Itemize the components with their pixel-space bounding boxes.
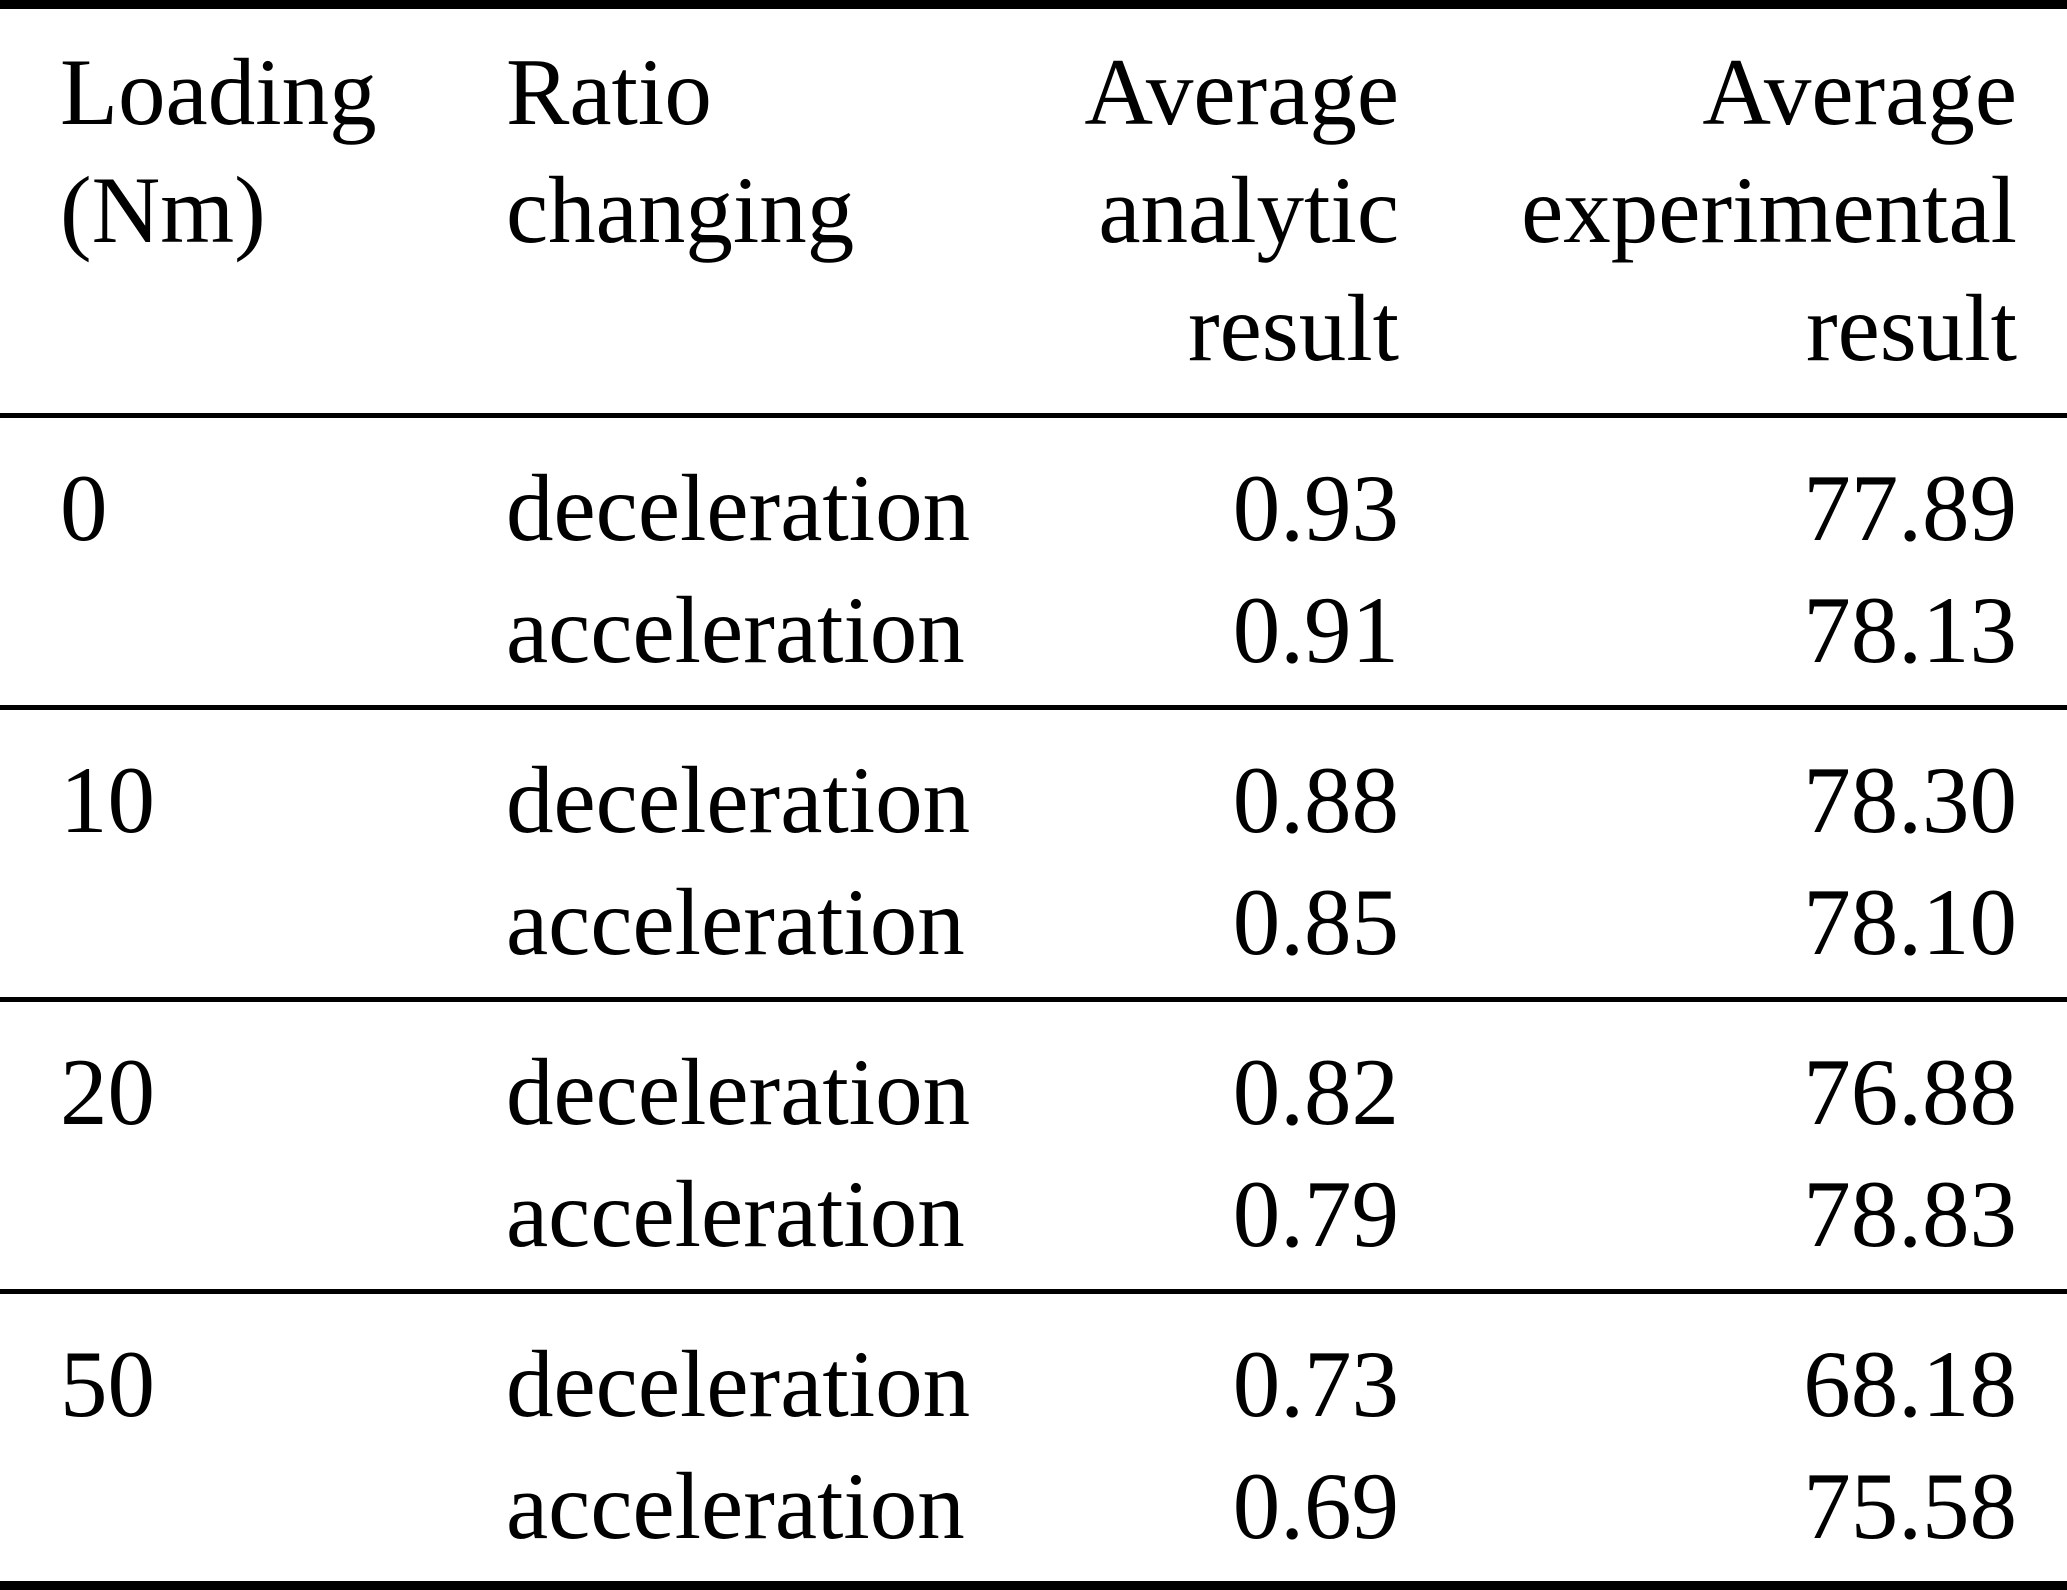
analytic-result-cell: 0.69 (1232, 1453, 1399, 1559)
loading-cell-empty (0, 1445, 505, 1586)
analytic-result-cell: 0.88 (1232, 747, 1399, 853)
table-row: acceleration 0.91 78.13 (0, 569, 2067, 708)
table-row: acceleration 0.85 78.10 (0, 861, 2067, 1000)
experimental-result-cell: 75.58 (1803, 1453, 2017, 1559)
analytic-result-cell: 0.82 (1232, 1039, 1399, 1145)
experimental-result-cell: 78.10 (1803, 869, 2017, 975)
ratio-cell: acceleration (506, 1161, 965, 1267)
column-header-average-experimental-result: Average experimental result (1521, 39, 2017, 381)
column-header-average-analytic-result: Average analytic result (1084, 39, 1399, 381)
table-row: acceleration 0.69 75.58 (0, 1445, 2067, 1586)
table-header: Loading (Nm) Ratio changing Average anal… (0, 5, 2067, 416)
analytic-result-cell: 0.85 (1232, 869, 1399, 975)
ratio-cell: acceleration (506, 1453, 965, 1559)
table-row: acceleration 0.79 78.83 (0, 1153, 2067, 1292)
loading-group-10nm: 10 deceleration 0.88 78.30 acceleration … (0, 707, 2067, 1000)
table-row: 10 deceleration 0.88 78.30 (0, 708, 2067, 862)
loading-cell: 0 (60, 455, 108, 561)
loading-cell-empty (0, 1153, 505, 1292)
loading-cell: 10 (60, 747, 155, 853)
ratio-cell: deceleration (506, 1039, 971, 1145)
experimental-result-cell: 78.83 (1803, 1161, 2017, 1267)
ratio-cell: deceleration (506, 1331, 971, 1437)
loading-group-20nm: 20 deceleration 0.82 76.88 acceleration … (0, 999, 2067, 1292)
analytic-result-cell: 0.79 (1232, 1161, 1399, 1267)
experimental-result-cell: 78.30 (1803, 747, 2017, 853)
experimental-result-cell: 68.18 (1803, 1331, 2017, 1437)
experimental-result-cell: 78.13 (1803, 577, 2017, 683)
ratio-cell: deceleration (506, 747, 971, 853)
ratio-cell: acceleration (506, 869, 965, 975)
experimental-result-cell: 76.88 (1803, 1039, 2017, 1145)
table-row: 50 deceleration 0.73 68.18 (0, 1292, 2067, 1446)
table-row: 0 deceleration 0.93 77.89 (0, 416, 2067, 570)
loading-cell: 50 (60, 1331, 155, 1437)
analytic-result-cell: 0.93 (1232, 455, 1399, 561)
table-row: 20 deceleration 0.82 76.88 (0, 1000, 2067, 1154)
loading-cell-empty (0, 861, 505, 1000)
loading-cell: 20 (60, 1039, 155, 1145)
column-header-loading: Loading (Nm) (60, 39, 377, 263)
analytic-result-cell: 0.91 (1232, 577, 1399, 683)
loading-group-50nm: 50 deceleration 0.73 68.18 acceleration … (0, 1291, 2067, 1586)
column-header-ratio-changing: Ratio changing (506, 39, 855, 263)
experimental-result-cell: 77.89 (1803, 455, 2017, 561)
header-row: Loading (Nm) Ratio changing Average anal… (0, 5, 2067, 416)
ratio-cell: deceleration (506, 455, 971, 561)
ratio-cell: acceleration (506, 577, 965, 683)
loading-group-0nm: 0 deceleration 0.93 77.89 acceleration 0… (0, 415, 2067, 708)
loading-cell-empty (0, 569, 505, 708)
analytic-result-cell: 0.73 (1232, 1331, 1399, 1437)
